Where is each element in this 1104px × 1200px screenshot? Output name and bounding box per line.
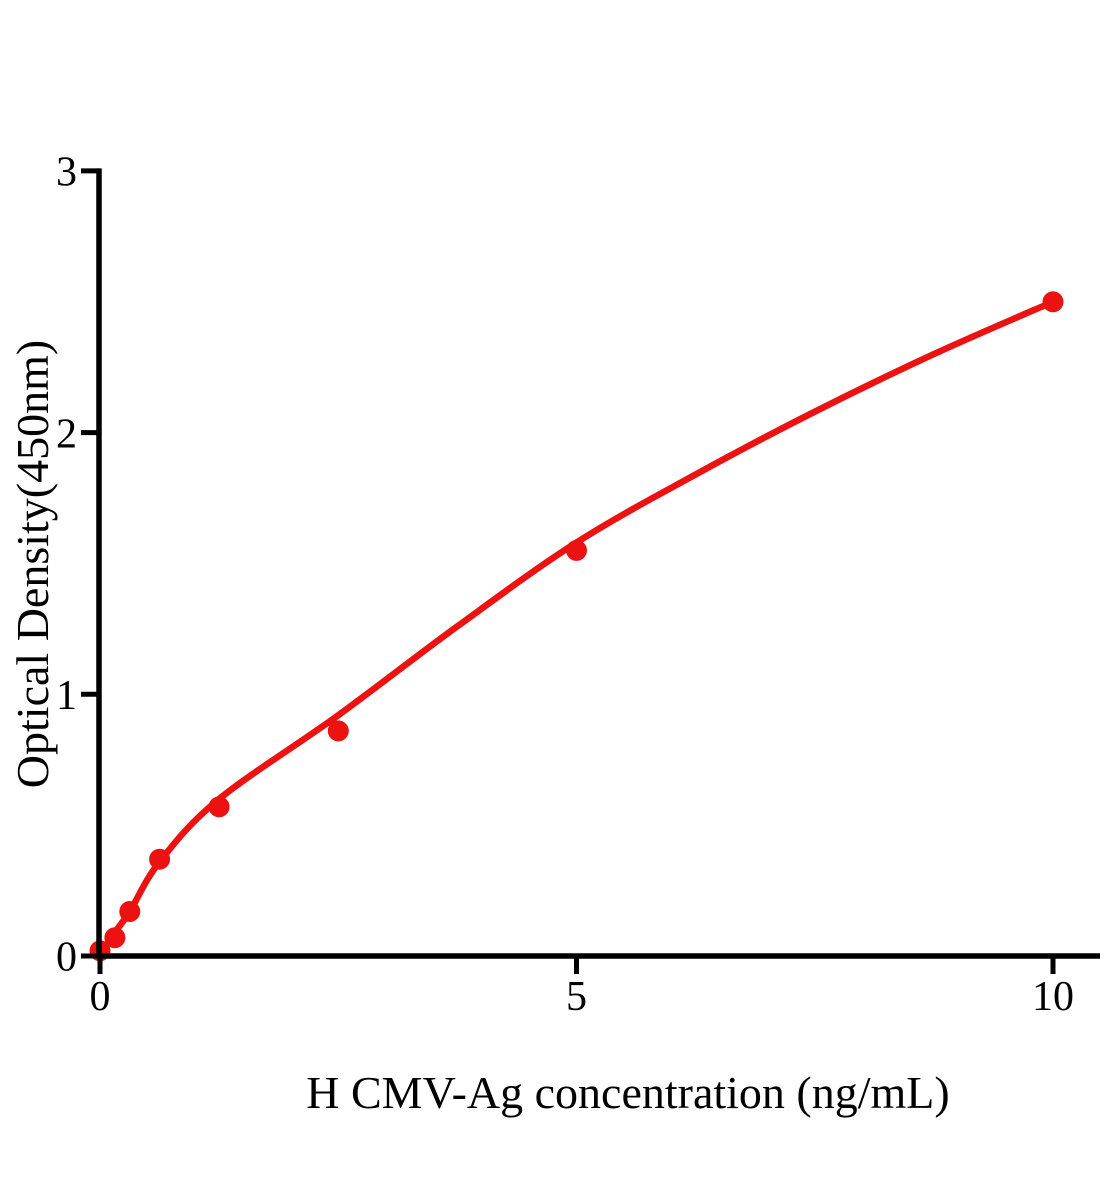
tick-labels-layer: 0 1 2 3 0 5 10 [56,150,1074,1020]
data-points-layer [89,291,1064,962]
data-point [119,901,141,922]
data-point [566,539,587,561]
fit-curve [96,298,1057,960]
x-axis-title: H CMV-Ag concentration (ng/mL) [306,1067,949,1118]
x-tick-label: 10 [1032,974,1074,1020]
y-tick-label: 0 [56,935,77,981]
data-point [104,927,126,949]
data-point [149,848,171,870]
data-point [208,796,230,818]
x-tick-label: 0 [90,974,111,1020]
axes-layer [96,168,1100,959]
y-tick-label: 2 [56,411,77,457]
x-tick-label: 5 [566,974,587,1020]
y-axis-title: Optical Density(450nm) [7,340,58,788]
tick-marks-layer [81,168,1056,974]
data-point [1042,291,1064,313]
y-tick-label: 1 [56,673,77,719]
data-point [327,720,349,742]
y-tick-label: 3 [56,150,77,196]
fit-curve-layer [96,298,1057,960]
